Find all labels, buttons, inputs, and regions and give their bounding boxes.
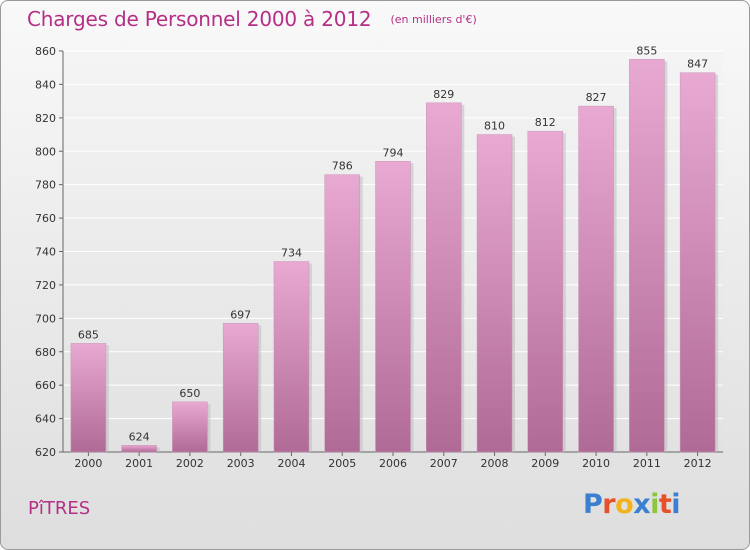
bars xyxy=(70,59,719,453)
bar xyxy=(629,59,665,453)
bar xyxy=(324,174,360,453)
x-tick-label: 2012 xyxy=(684,457,712,470)
bar-value-label: 812 xyxy=(535,116,556,129)
y-tick-label: 660 xyxy=(35,379,56,392)
bar-value-label: 810 xyxy=(484,120,505,133)
x-tick-label: 2008 xyxy=(481,457,509,470)
y-tick-label: 740 xyxy=(35,246,56,259)
logo-letter: P xyxy=(583,489,603,520)
bar-value-label: 650 xyxy=(179,387,200,400)
proxiti-logo[interactable]: Proxiti xyxy=(583,489,681,520)
bar-value-label: 827 xyxy=(586,91,607,104)
bar-value-label: 829 xyxy=(433,88,454,101)
logo-letter: t xyxy=(658,489,672,520)
logo-letter: x xyxy=(633,489,651,520)
x-tick-label: 2002 xyxy=(176,457,204,470)
bar-value-label: 734 xyxy=(281,247,302,260)
bar xyxy=(70,343,107,453)
logo-letter: r xyxy=(602,489,616,520)
logo-letter: o xyxy=(615,489,634,520)
value-labels: 685 624 650 697 734 786 794 829 810 812 827 855 847 xyxy=(78,44,708,443)
x-tick-label: 2007 xyxy=(430,457,458,470)
bar-value-label: 697 xyxy=(230,308,251,321)
bar-value-label: 855 xyxy=(636,44,657,57)
y-tick-label: 700 xyxy=(35,312,56,325)
x-tick-label: 2004 xyxy=(277,457,305,470)
bar xyxy=(273,261,310,453)
bar xyxy=(375,161,411,453)
bar-value-label: 624 xyxy=(129,430,150,443)
y-tick-label: 640 xyxy=(35,413,56,426)
city-name: PîTRES xyxy=(28,498,91,519)
bar xyxy=(426,102,462,453)
bar xyxy=(476,134,513,453)
y-tick-label: 620 xyxy=(35,446,56,459)
x-tick-label: 2003 xyxy=(227,457,255,470)
bar xyxy=(578,105,614,453)
bar xyxy=(121,445,157,453)
bar-value-label: 786 xyxy=(332,160,353,173)
logo-letter: i xyxy=(671,489,681,520)
bar-value-label: 685 xyxy=(78,328,99,341)
x-tick-label: 2000 xyxy=(74,457,102,470)
chart-subtitle: (en milliers d'€) xyxy=(390,13,477,26)
x-tick-label: 2001 xyxy=(125,457,153,470)
bar xyxy=(527,130,564,453)
y-tick-label: 720 xyxy=(35,279,56,292)
y-tick-label: 840 xyxy=(35,78,56,91)
y-tick-label: 860 xyxy=(35,45,56,58)
y-tick-label: 780 xyxy=(35,179,56,192)
title-row: Charges de Personnel 2000 à 2012 (en mil… xyxy=(27,7,477,31)
bar xyxy=(172,401,208,453)
bar-value-label: 847 xyxy=(687,58,708,71)
y-tick-label: 820 xyxy=(35,112,56,125)
x-tick-label: 2006 xyxy=(379,457,407,470)
logo-letter: i xyxy=(650,489,659,520)
y-tick-label: 760 xyxy=(35,212,56,225)
y-tick-label: 680 xyxy=(35,346,56,359)
bar xyxy=(222,323,259,453)
bar-value-label: 794 xyxy=(383,146,404,159)
x-tick-label: 2011 xyxy=(633,457,661,470)
bar xyxy=(679,72,716,453)
x-tick-label: 2010 xyxy=(582,457,610,470)
chart-title: Charges de Personnel 2000 à 2012 xyxy=(27,7,372,31)
y-tick-label: 800 xyxy=(35,145,56,158)
x-tick-label: 2009 xyxy=(531,457,559,470)
x-tick-label: 2005 xyxy=(328,457,356,470)
